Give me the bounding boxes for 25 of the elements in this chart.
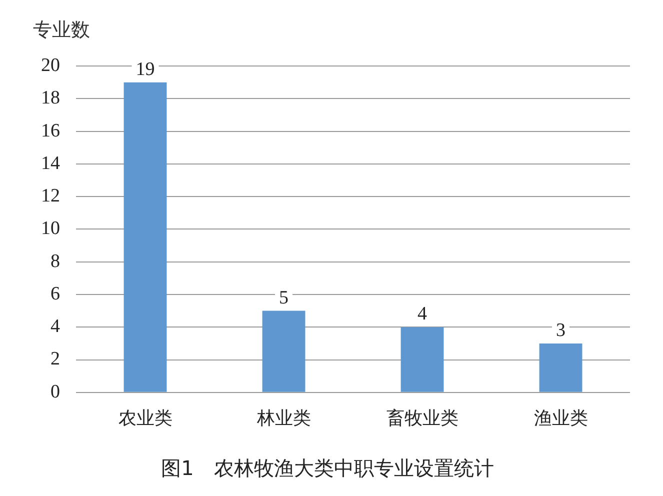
- data-label: 19: [136, 58, 155, 80]
- y-tick-label: 16: [41, 120, 60, 142]
- x-tick-label: 林业类: [256, 408, 311, 429]
- y-tick-label: 4: [50, 316, 60, 338]
- bar: [400, 327, 444, 392]
- y-tick-label: 2: [50, 348, 60, 370]
- y-tick-label: 12: [41, 186, 60, 207]
- text: 图1 农林牧渔大类中职专业设置统计: [161, 456, 494, 480]
- bar: [124, 82, 167, 392]
- y-tick-label: 0: [50, 381, 60, 402]
- bar: [262, 310, 306, 392]
- y-axis-title: 专业数: [33, 18, 90, 43]
- data-label: 5: [279, 287, 288, 308]
- y-tick-label: 14: [41, 152, 60, 174]
- x-tick-label: 渔业类: [534, 408, 588, 429]
- y-tick-label: 6: [50, 283, 60, 304]
- x-tick-label: 农业类: [118, 408, 172, 429]
- bar: [539, 343, 582, 392]
- y-tick-label: 10: [41, 218, 60, 240]
- x-tick-label: 畜牧业类: [386, 408, 458, 429]
- y-tick-label: 18: [41, 88, 60, 109]
- data-label: 4: [418, 304, 428, 325]
- y-tick-label: 20: [41, 54, 60, 76]
- data-label: 3: [556, 320, 566, 341]
- y-tick-label: 8: [50, 250, 60, 272]
